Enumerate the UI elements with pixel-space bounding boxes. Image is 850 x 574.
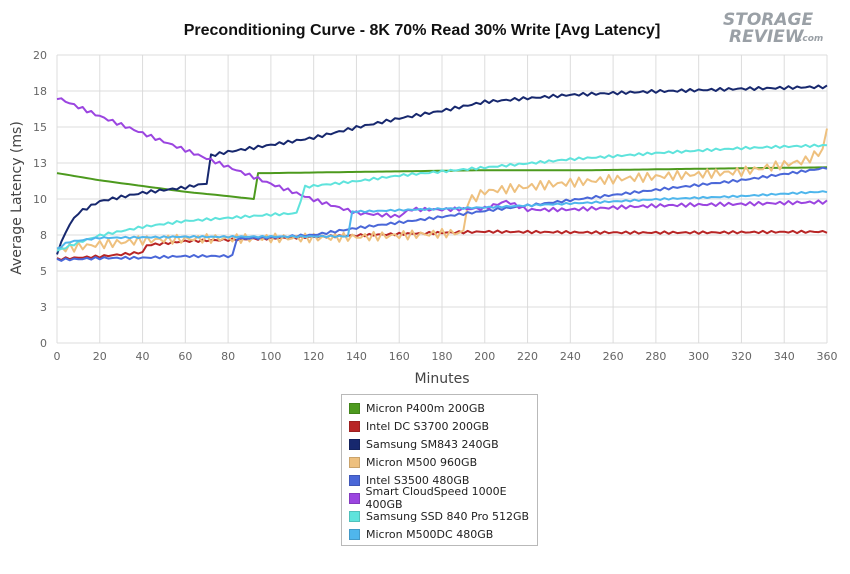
series-line [56, 166, 828, 262]
y-tick-label: 13 [33, 157, 47, 170]
legend-swatch [349, 475, 360, 486]
series-line [56, 97, 828, 219]
legend-item[interactable]: Micron P400m 200GB [349, 400, 537, 418]
legend-item[interactable]: Smart CloudSpeed 1000E 400GB [349, 485, 537, 511]
x-tick-label: 340 [774, 350, 795, 363]
y-tick-label: 0 [40, 337, 47, 350]
y-tick-label: 20 [33, 49, 47, 62]
legend-label: Micron M500DC 480GB [366, 527, 494, 541]
x-tick-label: 360 [817, 350, 838, 363]
legend-label: Smart CloudSpeed 1000E 400GB [365, 485, 507, 512]
y-axis-title: Average Latency (ms) [9, 121, 25, 275]
legend-item[interactable]: Micron M500 960GB [349, 454, 537, 472]
x-tick-label: 280 [645, 350, 666, 363]
legend-label: Micron P400m 200GB [366, 402, 485, 416]
legend-label: Intel DC S3700 200GB [366, 420, 490, 434]
legend-swatch [349, 403, 360, 415]
x-tick-label: 300 [688, 350, 709, 363]
x-tick-label: 80 [221, 350, 235, 363]
y-tick-label: 3 [40, 301, 47, 314]
x-tick-label: 0 [54, 350, 61, 363]
series-line [56, 229, 828, 261]
y-tick-label: 5 [40, 265, 47, 278]
chart-legend: Micron P400m 200GB Intel DC S3700 200GB Sa… [341, 394, 538, 546]
legend-swatch [349, 528, 360, 540]
logo-line2: REVIEW [729, 27, 805, 47]
x-tick-label: 60 [178, 350, 192, 363]
legend-swatch [349, 492, 360, 504]
x-tick-label: 20 [93, 350, 107, 363]
series-line [56, 84, 828, 255]
x-tick-label: 40 [136, 350, 150, 363]
storagereview-logo: STORAGE REVIEW .com [723, 10, 823, 47]
x-tick-label: 120 [303, 350, 324, 363]
y-tick-label: 15 [33, 121, 47, 134]
legend-swatch [349, 439, 360, 451]
series-line [56, 143, 828, 252]
logo-suffix: .com [799, 34, 823, 44]
legend-label: Samsung SSD 840 Pro 512GB [366, 509, 530, 523]
x-axis-title: Minutes [414, 371, 469, 387]
x-tick-label: 320 [731, 350, 752, 363]
x-tick-label: 260 [603, 350, 624, 363]
legend-swatch [349, 421, 360, 433]
legend-swatch [349, 457, 360, 469]
legend-item[interactable]: Samsung SSD 840 Pro 512GB [349, 507, 537, 525]
legend-label: Micron M500 960GB [366, 456, 478, 470]
x-tick-label: 160 [389, 350, 410, 363]
logo-line1: STORAGE [723, 10, 813, 30]
plot-series [56, 84, 828, 262]
legend-item[interactable]: Intel S3500 480GB [349, 472, 537, 490]
y-tick-label: 10 [33, 193, 47, 206]
x-tick-label: 180 [432, 350, 453, 363]
y-tick-label: 8 [40, 229, 47, 242]
x-tick-label: 240 [560, 350, 581, 363]
plot-grid [56, 54, 828, 344]
legend-item[interactable]: Samsung SM843 240GB [349, 436, 537, 454]
legend-swatch [349, 510, 360, 522]
x-tick-label: 100 [260, 350, 281, 363]
chart-title: Preconditioning Curve - 8K 70% Read 30% … [184, 22, 661, 39]
x-tick-label: 140 [346, 350, 367, 363]
y-tick-label: 18 [33, 85, 47, 98]
legend-item[interactable]: Intel DC S3700 200GB [349, 418, 537, 436]
legend-item[interactable]: Micron M500DC 480GB [349, 525, 537, 543]
legend-label: Intel S3500 480GB [366, 474, 470, 487]
x-tick-label: 200 [474, 350, 495, 363]
x-tick-label: 220 [517, 350, 538, 363]
legend-label: Samsung SM843 240GB [366, 438, 499, 452]
series-line [56, 190, 828, 250]
